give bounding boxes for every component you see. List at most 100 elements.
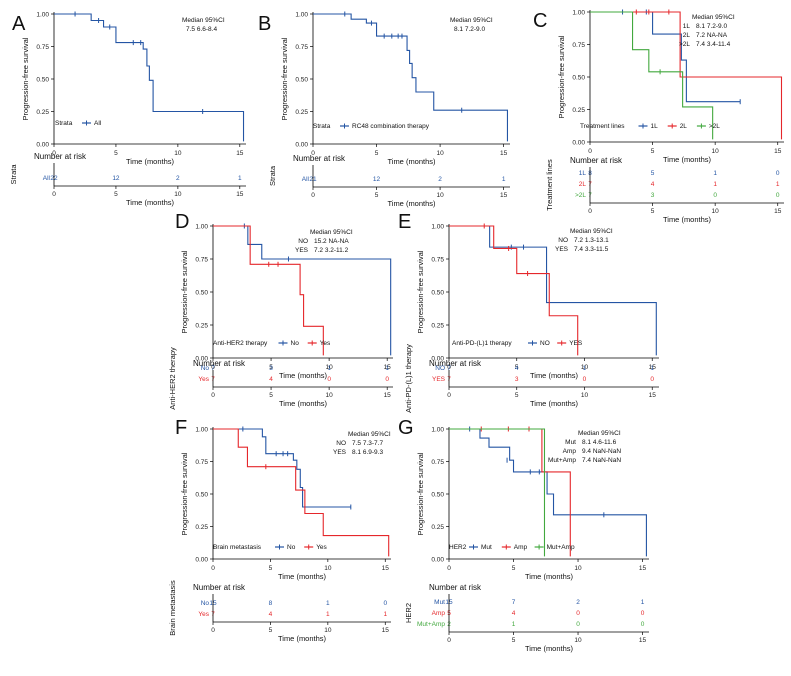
risk-y-axis-label: HER2 xyxy=(404,603,413,623)
legend-label: 2L xyxy=(680,123,688,130)
y-axis-label: Progression-free survival xyxy=(416,452,425,535)
risk-y-axis-label: Brain metastasis xyxy=(168,580,177,636)
km-curve-yes xyxy=(449,225,579,356)
risk-count: 2 xyxy=(576,599,580,606)
km-curve-rc48-combination-therapy xyxy=(313,13,509,142)
risk-count: 8 xyxy=(269,600,273,607)
risk-row-label: Mut xyxy=(434,599,445,606)
km-curve-no xyxy=(213,428,351,508)
x-tick-label: 10 xyxy=(326,364,334,371)
legend-title: Treatment lines xyxy=(580,123,625,130)
panel-letter: E xyxy=(398,211,411,233)
risk-count: 0 xyxy=(583,376,587,383)
panel-letter: F xyxy=(175,417,187,439)
risk-count: 2 xyxy=(176,175,180,182)
risk-count: 0 xyxy=(327,376,331,383)
km-curve-no xyxy=(449,225,657,356)
median-header: Median 95%CI xyxy=(570,228,613,235)
median-header: Median 95%CI xyxy=(578,430,621,437)
median-row-label: Amp xyxy=(563,448,577,455)
median-header: Median 95%CI xyxy=(692,14,735,21)
risk-x-tick-label: 5 xyxy=(269,627,273,634)
risk-x-tick-label: 0 xyxy=(588,208,592,215)
median-row-value: 7.5 7.3-7.7 xyxy=(352,440,383,447)
risk-x-tick-label: 15 xyxy=(649,392,657,399)
y-tick-label: 0.00 xyxy=(195,557,208,564)
y-tick-label: 0.00 xyxy=(431,356,444,363)
risk-x-tick-label: 10 xyxy=(174,191,182,198)
risk-x-tick-label: 5 xyxy=(515,392,519,399)
panel-letter: G xyxy=(398,417,414,439)
legend-label: Yes xyxy=(316,544,327,551)
x-axis-label: Time (months) xyxy=(126,157,175,166)
y-tick-label: 0.00 xyxy=(195,356,208,363)
median-row-value: 7.2 3.2-11.2 xyxy=(314,247,349,254)
km-curve-yes xyxy=(213,428,390,557)
y-tick-label: 0.25 xyxy=(572,107,585,114)
risk-row-label: NO xyxy=(435,365,445,372)
risk-row-label: Yes xyxy=(198,376,209,383)
risk-count: 4 xyxy=(515,365,519,372)
median-row-value: 7.4 3.3-11.5 xyxy=(574,246,609,253)
risk-count: 0 xyxy=(383,600,387,607)
panel-letter: D xyxy=(175,211,189,233)
risk-count: 1 xyxy=(327,365,331,372)
panel-letter: C xyxy=(533,10,547,32)
risk-x-tick-label: 10 xyxy=(324,627,332,634)
risk-count: 4 xyxy=(651,181,655,188)
risk-table-title: Number at risk xyxy=(34,152,87,161)
y-tick-label: 1.00 xyxy=(295,12,308,19)
risk-count: 0 xyxy=(776,170,780,177)
risk-x-axis-label: Time (months) xyxy=(530,399,579,408)
risk-count: 5 xyxy=(651,170,655,177)
risk-row-label: 2L xyxy=(579,181,587,188)
x-tick-label: 10 xyxy=(174,150,182,157)
risk-x-tick-label: 5 xyxy=(375,192,379,199)
x-tick-label: 15 xyxy=(649,364,657,371)
x-tick-label: 10 xyxy=(324,565,332,572)
risk-x-axis-label: Time (months) xyxy=(278,634,327,643)
y-tick-label: 0.75 xyxy=(295,44,308,51)
risk-x-tick-label: 15 xyxy=(236,191,244,198)
km-curve-no xyxy=(213,225,392,356)
risk-count: 0 xyxy=(576,610,580,617)
risk-count: 1 xyxy=(713,181,717,188)
risk-x-tick-label: 5 xyxy=(512,637,516,644)
risk-count: 1 xyxy=(650,365,654,372)
legend-label: NO xyxy=(540,340,550,347)
median-header: Median 95%CI xyxy=(348,431,391,438)
risk-count: 7 xyxy=(512,599,516,606)
risk-row-label: YES xyxy=(432,376,446,383)
risk-x-tick-label: 0 xyxy=(52,191,56,198)
x-tick-label: 15 xyxy=(382,565,390,572)
y-tick-label: 1.00 xyxy=(195,224,208,231)
x-tick-label: 15 xyxy=(236,150,244,157)
risk-x-axis-label: Time (months) xyxy=(279,399,328,408)
y-tick-label: 0.25 xyxy=(431,323,444,330)
x-tick-label: 10 xyxy=(574,565,582,572)
km-curve-2l xyxy=(590,11,783,140)
y-tick-label: 1.00 xyxy=(572,10,585,17)
x-tick-label: 5 xyxy=(269,364,273,371)
x-axis-label: Time (months) xyxy=(387,157,436,166)
risk-count: 1 xyxy=(383,611,387,618)
median-row-value: 8.1 7.2-9.0 xyxy=(454,26,485,33)
median-row-label: Mut xyxy=(565,439,576,446)
y-tick-label: 1.00 xyxy=(195,427,208,434)
risk-count: 1 xyxy=(641,599,645,606)
risk-row-label: Mut+Amp xyxy=(417,621,445,628)
risk-count: 4 xyxy=(269,611,273,618)
risk-x-tick-label: 0 xyxy=(211,627,215,634)
risk-x-axis-label: Time (months) xyxy=(525,644,574,653)
risk-count: 3 xyxy=(515,376,519,383)
x-axis-label: Time (months) xyxy=(525,572,574,581)
median-row-value: 7.5 6.6-8.4 xyxy=(186,26,217,33)
legend-label: YES xyxy=(569,340,583,347)
y-tick-label: 0.00 xyxy=(36,142,49,149)
risk-x-tick-label: 5 xyxy=(114,191,118,198)
risk-count: 4 xyxy=(512,610,516,617)
risk-count: 0 xyxy=(650,376,654,383)
legend-label: >2L xyxy=(709,123,720,130)
risk-count: 1 xyxy=(326,611,330,618)
